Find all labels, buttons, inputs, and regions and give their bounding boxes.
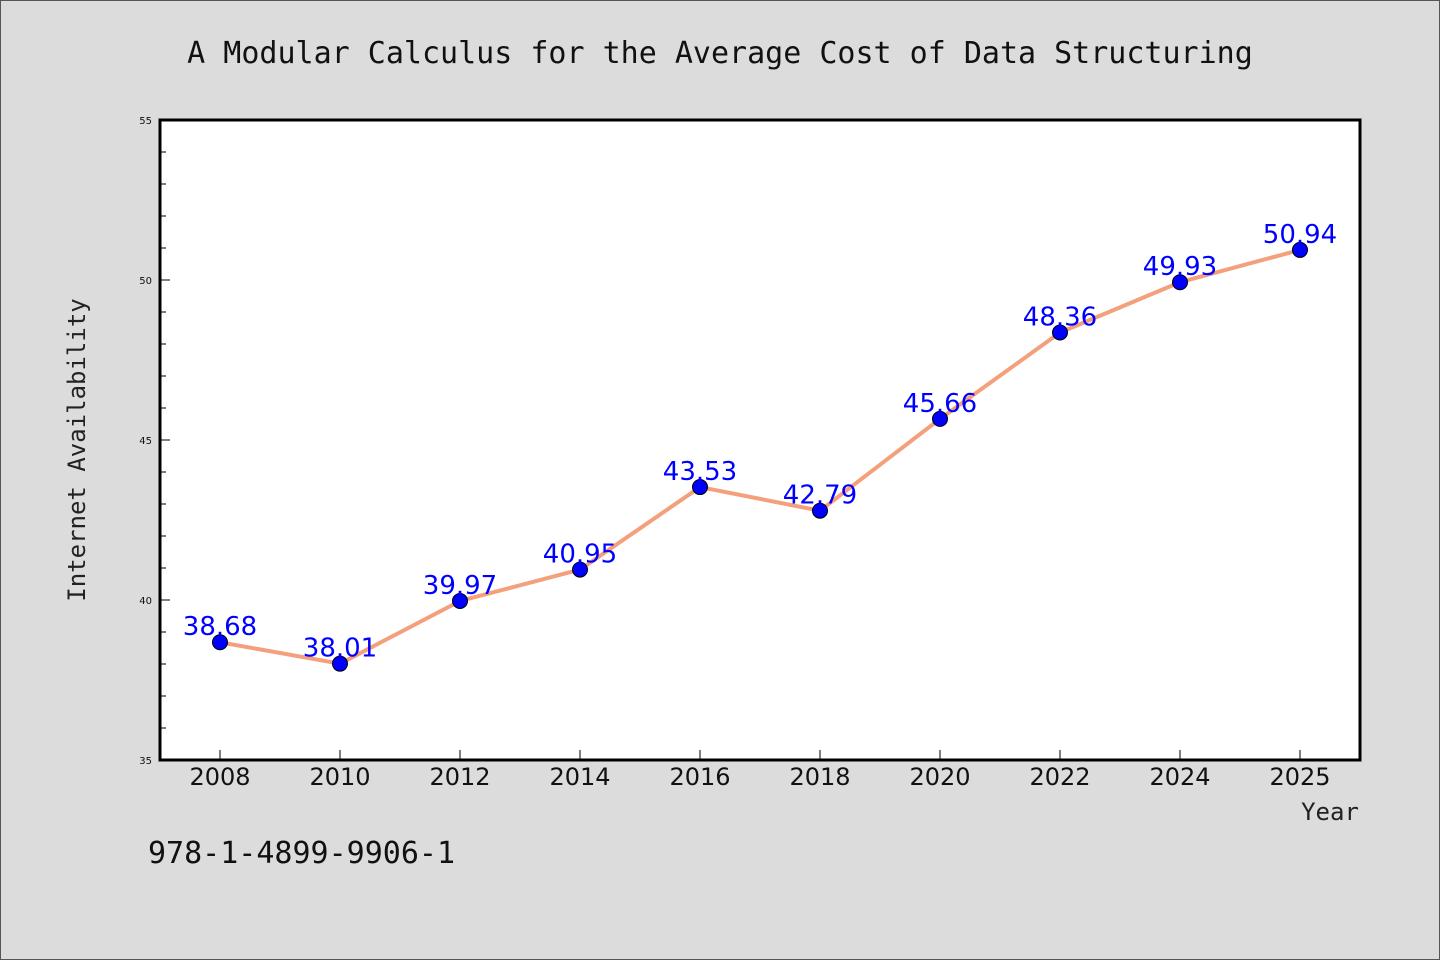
x-tick-label: 2018 [789,763,850,791]
data-labels: 38.68 38.01 39.97 40.95 43.53 42.79 45.66 48.36… [183,220,1337,664]
y-tick-label: 55 [139,116,152,127]
x-tick-label: 2012 [429,763,490,791]
series-line [219,247,1301,666]
data-value-label: 38.68 [183,612,257,642]
data-point [692,479,708,496]
plot-border [158,118,1362,762]
data-point [452,592,468,609]
data-point [1292,241,1308,258]
x-tick-label: 2008 [189,763,250,791]
data-value-label: 49.93 [1143,252,1217,282]
data-value-label: 39.97 [423,571,497,601]
data-point [332,655,348,672]
y-tick-label: 40 [139,596,152,607]
data-value-label: 48.36 [1023,302,1097,332]
y-tick-label: 45 [139,436,152,447]
data-value-label: 40.95 [543,540,617,570]
y-tick-label: 50 [139,276,152,287]
data-value-label: 38.01 [303,634,377,664]
data-point [932,410,948,427]
y-axis-label: Internet Availability [63,298,91,601]
x-tick-label: 2025 [1269,763,1330,791]
data-value-label: 50.94 [1263,220,1337,250]
data-point [212,634,228,651]
x-tick-label: 2022 [1029,763,1090,791]
isbn-text: 978-1-4899-9906-1 [148,836,455,871]
data-point [812,502,828,519]
chart-title: A Modular Calculus for the Average Cost … [187,36,1253,71]
x-tick-label: 2014 [549,763,610,791]
x-tick-label: 2020 [909,763,970,791]
x-tick-label: 2010 [309,763,370,791]
data-value-label: 43.53 [663,457,737,487]
data-point [1052,324,1068,341]
x-tick-label: 2016 [669,763,730,791]
data-value-label: 45.66 [903,389,977,419]
data-point [1172,274,1188,291]
x-axis-label: Year [1301,798,1359,826]
x-tick-label: 2024 [1149,763,1210,791]
data-value-label: 42.79 [783,481,857,511]
y-tick-label: 35 [139,756,152,767]
x-axis: 2008 2010 2012 2014 2016 2018 2020 2022 2024 2025 [189,750,1331,791]
data-markers [212,241,1308,672]
data-point [572,561,588,578]
